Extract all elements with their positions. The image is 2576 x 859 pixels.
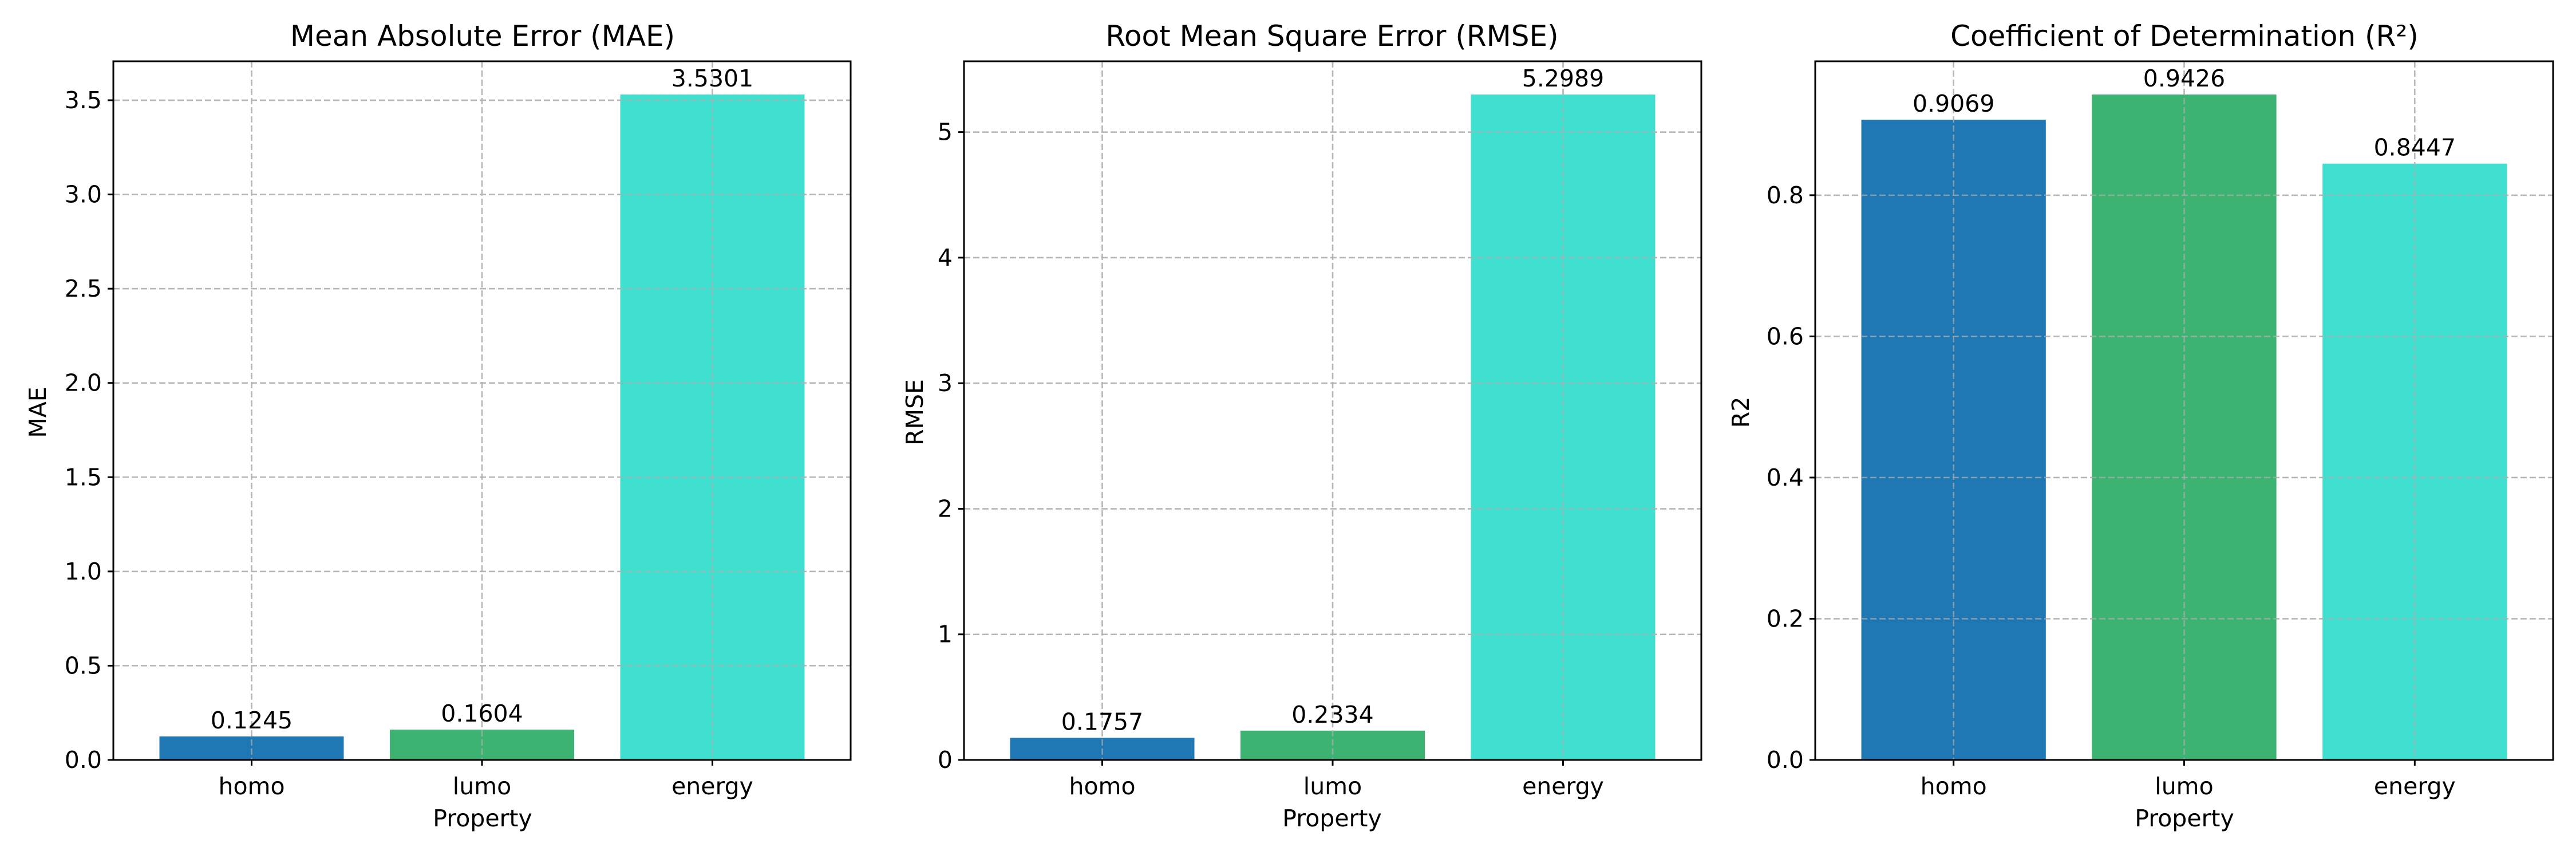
rmse-y-axis-label: RMSE [901, 379, 929, 446]
r2-axes-frame [1814, 60, 2554, 761]
r2-value-label-homo: 0.9069 [1913, 90, 1994, 117]
mae-y-axis-label: MAE [24, 387, 52, 438]
r2-y-tick-label: 0.6 [1767, 322, 1804, 350]
rmse-chart-title: Root Mean Square Error (RMSE) [1105, 19, 1558, 53]
r2-y-tick-label: 0.2 [1767, 605, 1804, 632]
r2-y-tick-label: 0.0 [1767, 746, 1804, 774]
mae-value-label-lumo: 0.1604 [441, 700, 523, 727]
rmse-value-label-homo: 0.1757 [1061, 708, 1143, 735]
rmse-y-tick-label: 2 [938, 495, 953, 522]
mae-value-label-energy: 3.5301 [671, 65, 753, 92]
r2-panel: Coefficient of Determination (R²) Proper… [1727, 19, 2554, 832]
rmse-y-tick-label: 4 [938, 244, 953, 271]
r2-x-tick-label-homo: homo [1921, 773, 1987, 800]
rmse-value-label-energy: 5.2989 [1522, 65, 1604, 92]
r2-x-tick-label-energy: energy [2374, 773, 2456, 800]
mae-x-axis-label: Property [433, 805, 532, 832]
r2-x-axis-label: Property [2135, 805, 2234, 832]
rmse-y-tick-label: 0 [938, 746, 953, 774]
rmse-panel: Root Mean Square Error (RMSE) Property R… [901, 19, 1702, 832]
r2-x-tick-label-lumo: lumo [2155, 773, 2213, 800]
mae-y-tick-label: 3.0 [65, 181, 102, 208]
mae-x-tick-label-lumo: lumo [453, 773, 511, 800]
mae-y-tick-label: 2.0 [65, 369, 102, 397]
mae-x-tick-label-homo: homo [218, 773, 285, 800]
mae-y-tick-label: 0.5 [65, 652, 102, 679]
rmse-x-axis-label: Property [1282, 805, 1382, 832]
mae-y-tick-label: 2.5 [65, 275, 102, 302]
r2-y-tick-label: 0.4 [1767, 464, 1804, 491]
rmse-axes-frame [963, 60, 1702, 761]
mae-axes-frame [112, 60, 852, 761]
mae-y-tick-label: 0.0 [65, 746, 102, 774]
r2-value-label-lumo: 0.9426 [2143, 65, 2225, 92]
r2-y-tick-label: 0.8 [1767, 182, 1804, 209]
mae-value-label-homo: 0.1245 [211, 707, 293, 734]
r2-y-axis-label: R2 [1727, 397, 1755, 428]
mae-chart-title: Mean Absolute Error (MAE) [290, 19, 675, 53]
rmse-x-tick-label-homo: homo [1069, 773, 1135, 800]
r2-chart-title: Coefficient of Determination (R²) [1950, 19, 2419, 53]
rmse-x-tick-label-lumo: lumo [1303, 773, 1362, 800]
rmse-y-tick-label: 1 [938, 621, 953, 648]
mae-panel: Mean Absolute Error (MAE) Property MAE 0… [24, 19, 852, 832]
rmse-value-label-lumo: 0.2334 [1291, 701, 1373, 728]
rmse-y-tick-label: 5 [938, 119, 953, 146]
mae-x-tick-label-energy: energy [671, 773, 753, 800]
r2-value-label-energy: 0.8447 [2374, 134, 2456, 161]
mae-y-tick-label: 1.0 [65, 558, 102, 585]
mae-y-tick-label: 3.5 [65, 86, 102, 114]
rmse-y-tick-label: 3 [938, 369, 953, 397]
rmse-x-tick-label-energy: energy [1522, 773, 1604, 800]
mae-y-tick-label: 1.5 [65, 463, 102, 491]
